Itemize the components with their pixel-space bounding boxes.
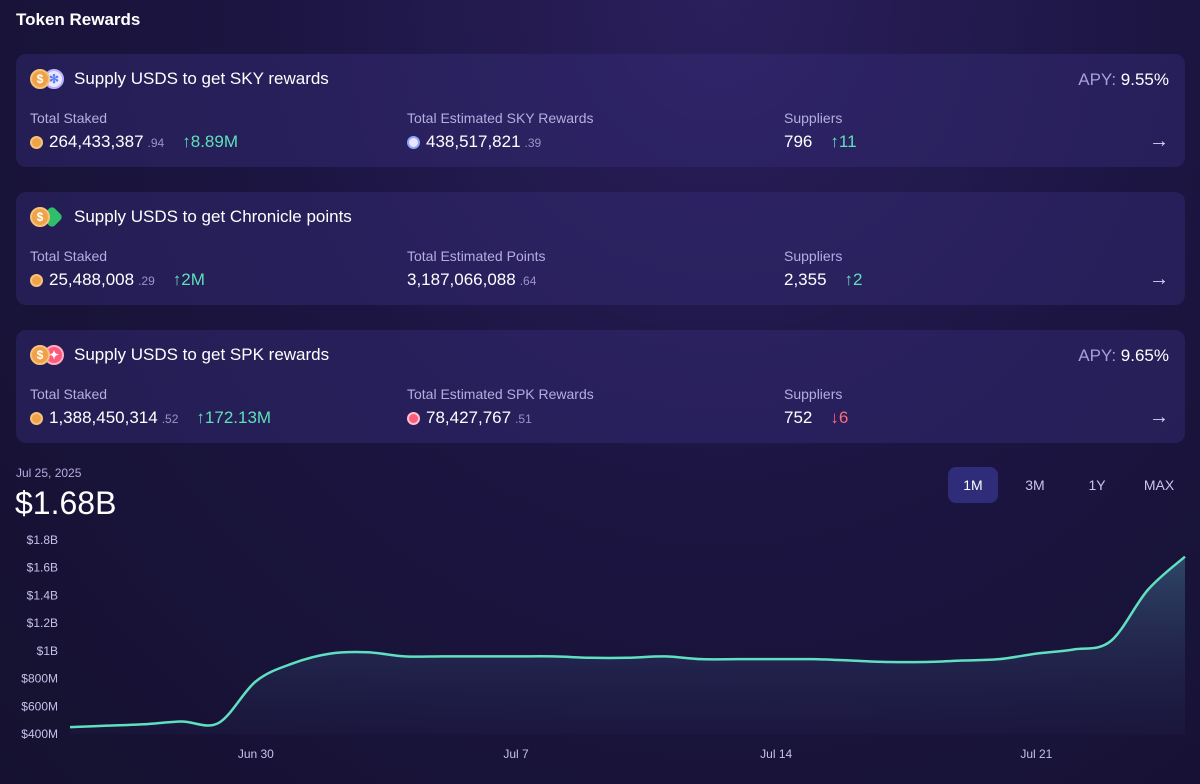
total-staked-change: ↑8.89M bbox=[182, 132, 238, 151]
estimated-rewards-value: 78,427,767 bbox=[426, 408, 512, 427]
estimated-rewards: Total Estimated SPK Rewards 78,427,767.5… bbox=[407, 386, 594, 428]
suppliers-label: Suppliers bbox=[784, 386, 843, 402]
usds-icon: $ bbox=[30, 69, 50, 89]
chart-current-value: $1.68B bbox=[15, 485, 117, 521]
y-tick-label: $400M bbox=[21, 727, 58, 741]
suppliers-change: ↓6 bbox=[830, 408, 849, 427]
range-tab-1m[interactable]: 1M bbox=[948, 467, 998, 503]
total-staked: Total Staked 264,433,387.94 ↑8.89M bbox=[30, 110, 238, 152]
apy: APY: 9.65% bbox=[1078, 346, 1169, 366]
suppliers: Suppliers 752 ↓6 bbox=[784, 386, 848, 428]
suppliers-value: 796 bbox=[784, 132, 813, 151]
suppliers-label: Suppliers bbox=[784, 110, 843, 126]
y-tick-label: $1.8B bbox=[27, 533, 58, 547]
token-pair-icon: $ bbox=[30, 205, 66, 229]
total-staked-change: ↑172.13M bbox=[196, 408, 272, 427]
chart-area bbox=[70, 556, 1185, 734]
suppliers-label: Suppliers bbox=[784, 248, 843, 264]
total-staked-value: 25,488,008 bbox=[49, 270, 135, 289]
arrow-right-icon[interactable]: → bbox=[1149, 130, 1169, 152]
reward-card-spk[interactable]: $ ✦ Supply USDS to get SPK rewards APY: … bbox=[16, 330, 1185, 443]
usds-icon bbox=[30, 273, 43, 287]
estimated-rewards-decimals: .39 bbox=[524, 136, 542, 150]
arrow-right-icon[interactable]: → bbox=[1149, 268, 1169, 290]
usds-icon: $ bbox=[30, 207, 50, 227]
total-staked-decimals: .94 bbox=[147, 136, 165, 150]
token-pair-icon: $ ✦ bbox=[30, 344, 66, 366]
arrow-right-icon[interactable]: → bbox=[1149, 406, 1169, 428]
total-staked-decimals: .52 bbox=[161, 412, 179, 426]
x-tick-label: Jul 21 bbox=[1020, 747, 1052, 761]
estimated-points-value: 3,187,066,088 bbox=[407, 270, 516, 289]
tvl-area-chart[interactable]: $400M $600M $800M $1B $1.2B $1.4B $1.6B $1.8B J… bbox=[0, 520, 1200, 784]
y-tick-label: $1.6B bbox=[27, 561, 58, 575]
estimated-rewards: Total Estimated SKY Rewards 438,517,821.… bbox=[407, 110, 594, 152]
estimated-rewards-decimals: .51 bbox=[515, 412, 532, 426]
apy: APY: 9.55% bbox=[1078, 70, 1169, 90]
suppliers-value: 2,355 bbox=[784, 270, 827, 289]
range-tab-1y[interactable]: 1Y bbox=[1088, 477, 1106, 493]
total-staked-decimals: .29 bbox=[138, 274, 155, 288]
suppliers-change: ↑11 bbox=[830, 132, 857, 151]
y-tick-label: $1.4B bbox=[27, 588, 58, 602]
estimated-points-decimals: .64 bbox=[519, 274, 537, 288]
apy-value: 9.55% bbox=[1120, 70, 1169, 89]
card-title: Supply USDS to get Chronicle points bbox=[74, 207, 352, 226]
estimated-rewards-value: 438,517,821 bbox=[426, 132, 521, 151]
range-tab-3m[interactable]: 3M bbox=[1025, 477, 1045, 493]
x-tick-label: Jul 14 bbox=[760, 747, 792, 761]
total-staked-value: 264,433,387 bbox=[49, 132, 144, 151]
suppliers-value: 752 bbox=[784, 408, 813, 427]
suppliers-change: ↑2 bbox=[844, 270, 863, 289]
estimated-rewards-label: Total Estimated SKY Rewards bbox=[407, 110, 594, 126]
y-tick-label: $800M bbox=[21, 672, 58, 686]
estimated-points: Total Estimated Points 3,187,066,088.64 bbox=[407, 248, 546, 290]
range-tab-max[interactable]: MAX bbox=[1143, 477, 1175, 493]
total-staked: Total Staked 25,488,008.29 ↑2M bbox=[30, 248, 205, 290]
reward-card-chronicle[interactable]: $ Supply USDS to get Chronicle points To… bbox=[16, 192, 1185, 305]
suppliers: Suppliers 796 ↑11 bbox=[784, 110, 857, 152]
spk-icon bbox=[407, 411, 420, 425]
x-tick-label: Jul 7 bbox=[503, 747, 529, 761]
reward-card-sky[interactable]: $ ✻ Supply USDS to get SKY rewards APY: … bbox=[16, 54, 1185, 167]
range-selector: 1M 3M 1Y MAX bbox=[940, 467, 1184, 503]
x-tick-label: Jun 30 bbox=[238, 747, 274, 761]
apy-label: APY: bbox=[1078, 346, 1117, 365]
apy-value: 9.65% bbox=[1120, 346, 1169, 365]
estimated-points-label: Total Estimated Points bbox=[407, 248, 546, 264]
token-pair-icon: $ ✻ bbox=[30, 68, 66, 90]
y-tick-label: $1.2B bbox=[27, 616, 58, 630]
card-title: Supply USDS to get SPK rewards bbox=[74, 345, 330, 364]
apy-label: APY: bbox=[1078, 70, 1117, 89]
total-staked-label: Total Staked bbox=[30, 248, 108, 264]
usds-icon bbox=[30, 411, 43, 425]
chart-date: Jul 25, 2025 bbox=[16, 466, 82, 480]
sky-icon bbox=[407, 135, 420, 149]
y-tick-label: $1B bbox=[37, 644, 58, 658]
usds-icon bbox=[30, 135, 43, 149]
card-title: Supply USDS to get SKY rewards bbox=[74, 69, 329, 88]
total-staked-label: Total Staked bbox=[30, 110, 108, 126]
total-staked-value: 1,388,450,314 bbox=[49, 408, 158, 427]
total-staked-label: Total Staked bbox=[30, 386, 108, 402]
estimated-rewards-label: Total Estimated SPK Rewards bbox=[407, 386, 594, 402]
y-tick-label: $600M bbox=[21, 699, 58, 713]
total-staked-change: ↑2M bbox=[172, 270, 205, 289]
total-staked: Total Staked 1,388,450,314.52 ↑172.13M bbox=[30, 386, 271, 428]
suppliers: Suppliers 2,355 ↑2 bbox=[784, 248, 863, 290]
usds-icon: $ bbox=[30, 345, 50, 365]
page-title: Token Rewards bbox=[16, 10, 141, 29]
